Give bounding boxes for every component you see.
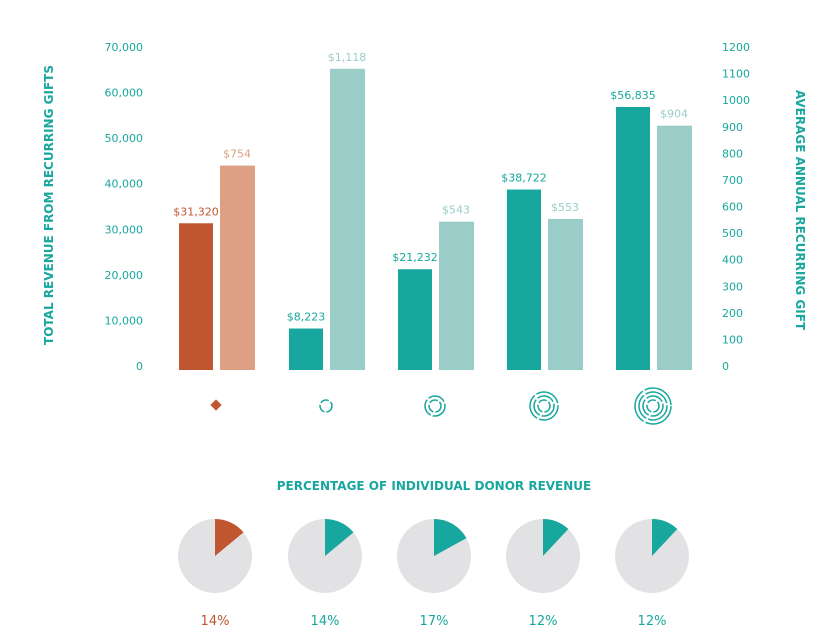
pie-slice <box>543 519 569 556</box>
y-tick-label: 70,000 <box>105 41 144 54</box>
y2-tick-label: 100 <box>722 333 743 346</box>
pie-section-title: PERCENTAGE OF INDIVIDUAL DONOR REVENUE <box>277 479 591 493</box>
pie-slice <box>434 519 467 556</box>
pie-slice <box>325 519 354 556</box>
y2-tick-label: 1000 <box>722 94 750 107</box>
bar-label-total: $31,320 <box>173 205 219 218</box>
bar-label-total: $56,835 <box>610 89 656 102</box>
y-tick-label: 40,000 <box>105 178 144 191</box>
bar-label-total: $8,223 <box>287 311 326 324</box>
y-tick-label: 20,000 <box>105 269 144 282</box>
pie-slice <box>215 519 244 556</box>
bar-average-gift <box>439 221 474 370</box>
bar-total-revenue <box>179 223 213 370</box>
bar-average-gift <box>548 218 583 370</box>
ring-4-icon <box>638 391 668 421</box>
bar-label-average: $543 <box>442 204 470 217</box>
bar-label-average: $1,118 <box>328 51 367 64</box>
bar-label-total: $21,232 <box>392 251 438 264</box>
y2-tick-label: 800 <box>722 147 743 160</box>
pie-percent-label: 12% <box>529 614 558 629</box>
y2-tick-label: 500 <box>722 227 743 240</box>
bar-total-revenue <box>507 189 541 370</box>
pie-percent-label: 14% <box>311 614 340 629</box>
y2-tick-label: 0 <box>722 360 729 373</box>
y2-tick-label: 1200 <box>722 41 750 54</box>
diamond-icon <box>210 399 222 411</box>
y-tick-label: 10,000 <box>105 314 144 327</box>
y2-tick-label: 200 <box>722 307 743 320</box>
bar-label-total: $38,722 <box>501 172 547 185</box>
ring-4-icon <box>634 387 672 425</box>
ring-2-icon <box>428 399 442 413</box>
y2-axis-label: AVERAGE ANNUAL RECURRING GIFT <box>793 90 807 331</box>
pie-slice <box>652 519 678 556</box>
pie-percent-label: 14% <box>201 614 230 629</box>
ring-3-icon <box>537 399 551 413</box>
ring-2-icon <box>424 395 446 417</box>
y2-tick-label: 900 <box>722 121 743 134</box>
y2-tick-label: 700 <box>722 174 743 187</box>
ring-1-icon <box>319 399 333 413</box>
y-tick-label: 0 <box>136 360 143 373</box>
pie-percent-label: 17% <box>420 614 449 629</box>
bar-total-revenue <box>398 269 432 370</box>
ring-4-icon <box>642 395 664 417</box>
y-tick-label: 30,000 <box>105 223 144 236</box>
ring-4-icon <box>646 399 660 413</box>
pie-percent-label: 12% <box>638 614 667 629</box>
y-axis-label: TOTAL REVENUE FROM RECURRING GIFTS <box>42 65 56 345</box>
y2-tick-label: 400 <box>722 254 743 267</box>
bar-average-gift <box>220 165 255 370</box>
bar-total-revenue <box>616 106 650 371</box>
y2-tick-label: 1100 <box>722 68 750 81</box>
bar-label-average: $904 <box>660 108 688 121</box>
y-tick-label: 60,000 <box>105 87 144 100</box>
bar-average-gift <box>657 125 692 370</box>
y2-tick-label: 600 <box>722 201 743 214</box>
ring-3-icon <box>529 391 559 421</box>
bar-label-average: $553 <box>551 201 579 214</box>
y2-tick-label: 300 <box>722 280 743 293</box>
bar-average-gift <box>330 68 365 370</box>
ring-3-icon <box>533 395 555 417</box>
bar-label-average: $754 <box>223 148 251 161</box>
y-tick-label: 50,000 <box>105 132 144 145</box>
bar-total-revenue <box>289 328 323 370</box>
